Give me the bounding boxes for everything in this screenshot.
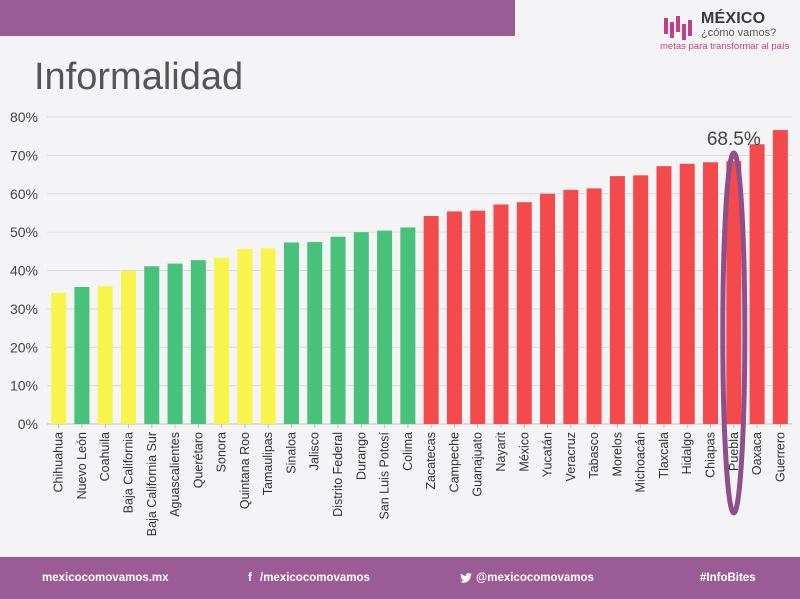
x-tick-label: Hidalgo [680,432,694,474]
facebook-icon: f [248,572,252,584]
bar [51,292,67,424]
x-tick-label: Colima [401,432,415,471]
x-tick-label: Chihuahua [52,432,66,493]
logo-name: MÉXICO [701,10,766,27]
y-tick-label: 40% [10,263,38,279]
footer-website[interactable]: mexicocomovamos.mx [42,572,169,584]
bar [656,166,672,424]
bar [330,236,346,424]
bar [586,188,602,424]
y-tick-label: 50% [10,224,38,240]
bar [633,175,649,424]
x-tick-label: Aguascalientes [168,432,182,517]
bar [679,163,695,424]
highlight-ellipse [720,150,748,516]
x-tick-label: Guanajuato [471,432,485,497]
x-tick-label: Chiapas [704,432,718,478]
x-tick-label: Tlaxcala [657,432,671,479]
bar [377,230,393,424]
footer-hashtag[interactable]: #InfoBites [700,572,756,584]
logo-bars-icon [664,16,692,40]
logo-subtitle: ¿cómo vamos? [701,27,777,39]
bar [400,227,416,424]
bar [167,263,183,424]
bar [190,260,206,424]
x-tick-label: Guerrero [773,432,787,482]
x-tick-label: Durango [354,432,368,480]
x-tick-label: Yucatán [541,432,555,477]
y-tick-label: 0% [18,416,38,432]
x-tick-label: San Luis Potosí [378,431,392,519]
footer-facebook[interactable]: /mexicocomovamos [260,572,370,584]
bar [493,204,509,424]
x-tick-label: Michoacán [634,432,648,492]
logo: MÉXICO ¿cómo vamos? metas para transform… [660,10,793,56]
x-tick-label: Sonora [215,432,229,472]
x-tick-label: Coahuila [98,432,112,481]
data-label: 68.5% [707,129,761,150]
y-tick-label: 20% [10,339,38,355]
footer-bar: mexicocomovamos.mx f /mexicocomovamos @m… [0,557,800,599]
x-tick-label: Zacatecas [424,432,438,490]
x-tick-label: Jalisco [308,432,322,470]
x-tick-label: Baja California Sur [145,432,159,536]
bar [609,176,625,424]
x-tick-label: Tabasco [587,432,601,479]
y-tick-label: 60% [10,186,38,202]
bar [307,242,323,424]
x-tick-label: Veracruz [564,432,578,481]
x-tick-label: Baja California [121,432,135,513]
x-tick-label: Querétaro [191,432,205,488]
footer-twitter[interactable]: @mexicocomovamos [476,572,594,584]
bar [214,257,230,424]
x-tick-label: Campeche [447,432,461,492]
logo-tagline: metas para transformar al país [660,41,790,52]
bar [120,270,136,424]
y-tick-label: 30% [10,301,38,317]
twitter-icon [460,573,472,583]
bar [563,189,579,424]
x-tick-label: Sinaloa [284,432,298,474]
bar [237,249,253,424]
bar [283,242,299,424]
x-tick-label: Puebla [727,432,741,471]
x-tick-label: Morelos [610,432,624,476]
bar [703,162,719,424]
bar [74,287,90,424]
bar [144,266,160,424]
x-tick-label: México [517,432,531,472]
x-tick-label: Distrito Federal [331,432,345,517]
x-tick-label: Nuevo León [75,432,89,499]
bar [749,144,765,424]
header-bar [0,0,515,36]
bar [97,286,113,424]
x-tick-label: Tamaulipas [261,432,275,495]
x-tick-label: Oaxaca [750,432,764,475]
bar [446,211,462,424]
y-tick-label: 10% [10,378,38,394]
bar [470,210,486,424]
bar [726,161,742,424]
bar [516,202,532,424]
page-title: Informalidad [34,56,244,98]
x-tick-label: Nayarit [494,431,508,471]
bar [423,216,439,424]
bar [772,130,788,425]
bar [540,193,556,424]
bar [260,248,276,424]
y-tick-label: 70% [10,147,38,163]
x-tick-label: Quintana Roo [238,432,252,509]
y-tick-label: 80% [10,109,38,125]
bar [353,232,369,424]
